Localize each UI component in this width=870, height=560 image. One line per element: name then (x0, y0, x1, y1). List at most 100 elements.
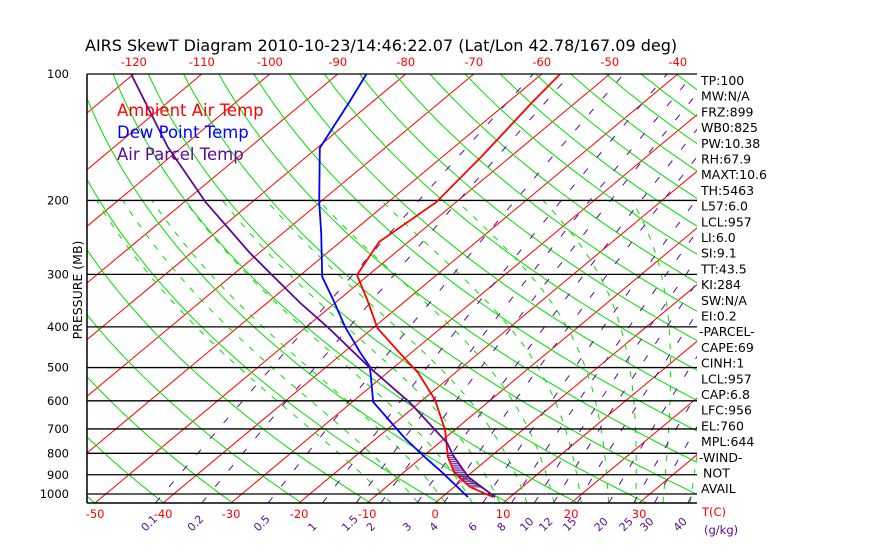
top-temp-tick-label: -90 (328, 55, 347, 69)
mixing-ratio-line (511, 230, 697, 503)
index-label: MAXT:10.6 (701, 167, 767, 182)
dry-adiabat-line (394, 74, 697, 312)
mixing-ratio-tick-label: 8 (495, 520, 509, 534)
index-label: LCL:957 (701, 214, 752, 229)
ambient-air-temp-line (355, 74, 561, 498)
mixing-ratio-tick-label: 4 (427, 520, 441, 534)
dry-adiabat-line (0, 74, 26, 503)
mixing-ratio-tick-label: 10 (517, 515, 536, 534)
pressure-tick-label: 500 (47, 361, 69, 375)
bottom-temp-tick-label: -20 (290, 507, 309, 521)
index-label: KI:284 (701, 277, 741, 292)
pressure-tick-label: 700 (47, 422, 69, 436)
dry-adiabat-line (183, 74, 697, 495)
top-temp-tick-label: -120 (121, 55, 147, 69)
isotherm-line (94, 74, 611, 503)
isotherm-line (366, 227, 697, 503)
mixing-ratio-tick-label: 3 (400, 520, 414, 534)
x-axis-label: T(C) (701, 505, 726, 519)
moist-adiabat-line (318, 200, 555, 503)
mixing-ratio-unit: (g/kg) (704, 523, 738, 537)
isotherm-line (570, 397, 697, 503)
top-temp-tick-label: -60 (532, 55, 551, 69)
mixing-ratio-tick-label: 20 (592, 515, 611, 534)
bottom-temp-tick-label: -50 (86, 507, 105, 521)
moist-adiabat-line (184, 200, 473, 503)
index-label: NOT (703, 466, 730, 481)
mixing-ratio-line (155, 74, 534, 503)
index-label: -PARCEL- (699, 324, 755, 339)
isotherm-line (230, 114, 697, 503)
index-label: RH:67.9 (701, 152, 751, 167)
index-label: TH:5463 (700, 183, 754, 198)
pressure-tick-label: 300 (47, 267, 69, 281)
index-label: LI:6.0 (701, 230, 736, 245)
moist-adiabat-line (151, 200, 446, 503)
mixing-ratio-tick-label: 0.5 (251, 513, 273, 535)
isotherm-line (87, 74, 475, 397)
bottom-temp-tick-label: 20 (564, 507, 579, 521)
legend-ambient-air-temp: Ambient Air Temp (117, 101, 264, 120)
pressure-tick-label: 200 (47, 193, 69, 207)
index-label: MW:N/A (701, 89, 750, 104)
index-label: AVAIL (701, 481, 736, 496)
pressure-tick-label: 100 (47, 67, 69, 81)
dry-adiabat-line (87, 436, 165, 503)
dry-adiabat-line (253, 74, 697, 432)
mixing-ratio-line (482, 198, 697, 503)
dry-adiabat-line (112, 74, 578, 503)
moist-adiabat-line (222, 200, 501, 503)
index-label: CAP:6.8 (701, 387, 750, 402)
isotherm-line (502, 340, 697, 503)
moist-adiabat-line (96, 200, 392, 503)
dry-adiabat-line (747, 74, 870, 503)
top-temp-tick-label: -50 (600, 55, 619, 69)
index-label: EI:0.2 (701, 309, 737, 324)
isotherm-line (87, 74, 339, 284)
index-label: LFC:956 (701, 403, 752, 418)
index-label: CAPE:69 (701, 340, 754, 355)
mixing-ratio-tick-label: 40 (671, 515, 690, 534)
index-label: PW:10.38 (701, 136, 760, 151)
air-parcel-temp-line (130, 74, 496, 498)
mixing-ratio-line (553, 281, 697, 503)
pressure-tick-label: 600 (47, 394, 69, 408)
isotherm-line (0, 74, 66, 503)
top-temp-tick-label: -80 (396, 55, 415, 69)
dry-adiabat-line (87, 313, 302, 503)
mixing-ratio-line (608, 355, 697, 503)
mixing-ratio-line (576, 312, 697, 503)
isotherm-line (162, 74, 679, 503)
isotherm-line (87, 74, 271, 227)
mixing-ratio-line (654, 425, 697, 503)
bottom-temp-tick-label: 10 (496, 507, 511, 521)
mixing-ratio-line (416, 128, 697, 503)
dry-adiabat-line (87, 248, 371, 503)
isotherm-line (434, 284, 697, 503)
index-label: LCL:957 (701, 371, 752, 386)
bottom-temp-tick-label: 30 (632, 507, 647, 521)
mixing-ratio-tick-label: 1 (306, 520, 320, 534)
dry-adiabat-line (464, 74, 697, 255)
dry-adiabat-line (218, 74, 697, 463)
moist-adiabat-line (122, 200, 419, 503)
isotherm-line (87, 74, 203, 171)
dry-adiabat-line (359, 74, 697, 342)
dry-adiabat-line (782, 74, 870, 503)
index-label: SI:9.1 (701, 246, 737, 261)
bottom-temp-tick-label: -30 (222, 507, 241, 521)
index-label: CINH:1 (701, 356, 744, 371)
top-temp-tick-label: -100 (257, 55, 283, 69)
mixing-ratio-line (443, 156, 697, 503)
dry-adiabat-line (87, 375, 233, 503)
dry-adiabat-line (87, 178, 440, 503)
legend-dew-point-temp: Dew Point Temp (117, 123, 249, 142)
pressure-tick-label: 400 (47, 320, 69, 334)
pressure-tick-label: 900 (47, 468, 69, 482)
mixing-ratio-tick-label: 6 (466, 520, 480, 534)
mixing-ratio-tick-label: 2 (364, 520, 378, 534)
isotherm-line (298, 170, 697, 503)
moist-adiabat-line (455, 200, 609, 503)
dry-adiabat-line (147, 74, 647, 503)
dry-adiabat-line (852, 74, 870, 503)
